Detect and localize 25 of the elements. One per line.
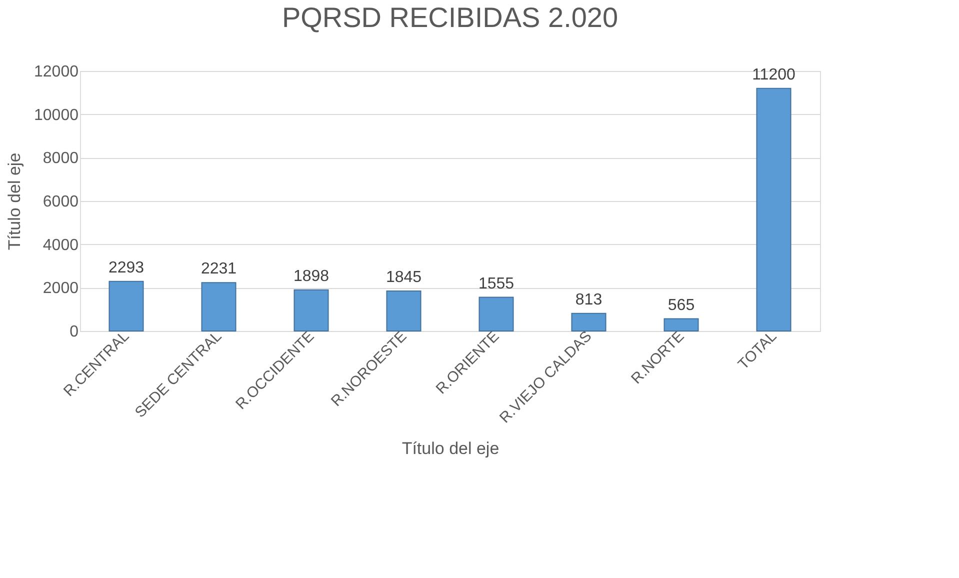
- y-tick-label: 4000: [42, 236, 79, 254]
- data-label: 2231: [200, 260, 237, 278]
- y-axis-title: Título del eje: [5, 152, 24, 250]
- y-tick-label: 6000: [42, 194, 79, 210]
- bar: [386, 290, 422, 332]
- y-tick-label: 2000: [42, 280, 79, 298]
- data-label: 11200: [752, 66, 796, 84]
- data-label: 565: [668, 296, 695, 314]
- x-axis-title: Título del eje: [402, 438, 500, 458]
- data-label: 1845: [386, 269, 422, 286]
- bar: [201, 282, 236, 332]
- bar: [664, 318, 699, 332]
- bar: [756, 88, 792, 332]
- chart-title: PQRSD RECIBIDAS 2.020: [282, 2, 618, 33]
- data-label: 2293: [108, 259, 144, 276]
- y-tick-label: 10000: [34, 106, 79, 124]
- bar: [108, 280, 144, 332]
- bar: [294, 289, 329, 332]
- data-label: 813: [575, 291, 602, 308]
- y-tick-label: 8000: [42, 150, 79, 168]
- bar: [571, 312, 606, 332]
- data-label: 1555: [478, 275, 514, 292]
- y-tick-label: 12000: [34, 64, 79, 80]
- bar: [478, 296, 514, 332]
- data-label: 1898: [293, 268, 330, 285]
